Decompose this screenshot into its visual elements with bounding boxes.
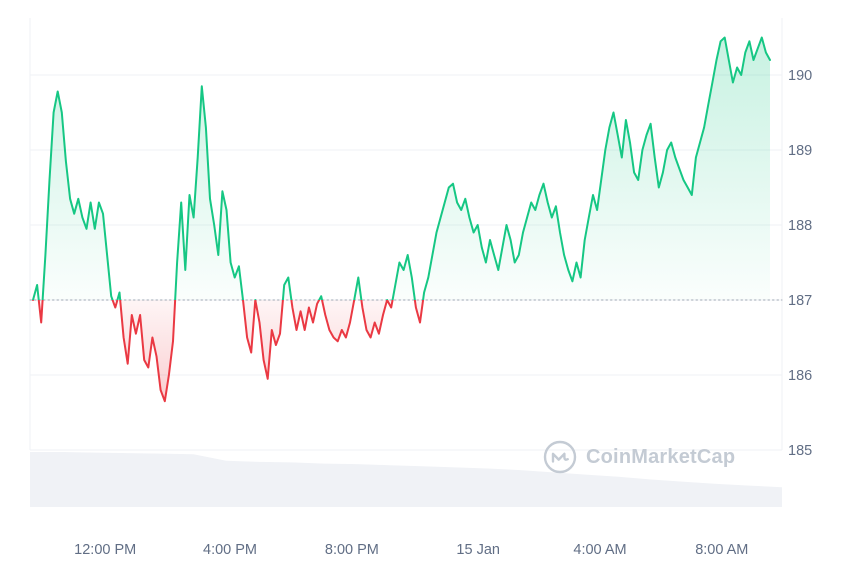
x-axis-label: 4:00 AM [573,542,626,558]
y-axis-label: 186 [788,368,812,384]
y-axis-label: 185 [788,443,812,459]
y-axis-label: 189 [788,143,812,159]
y-axis-label: 187 [788,293,812,309]
watermark-text: CoinMarketCap [586,445,736,468]
y-axis-label: 188 [788,218,812,234]
volume-navigator-area [30,452,782,507]
x-axis-label: 8:00 PM [325,542,379,558]
x-axis-label: 4:00 PM [203,542,257,558]
x-axis-label: 15 Jan [456,542,500,558]
y-axis-label: 190 [788,68,812,84]
price-line-up [32,36,771,300]
coinmarketcap-logo-icon [543,440,577,474]
x-axis-label: 8:00 AM [695,542,748,558]
coinmarketcap-watermark: CoinMarketCap [543,440,735,474]
x-axis-label: 12:00 PM [74,542,136,558]
price-line-down [32,300,425,403]
